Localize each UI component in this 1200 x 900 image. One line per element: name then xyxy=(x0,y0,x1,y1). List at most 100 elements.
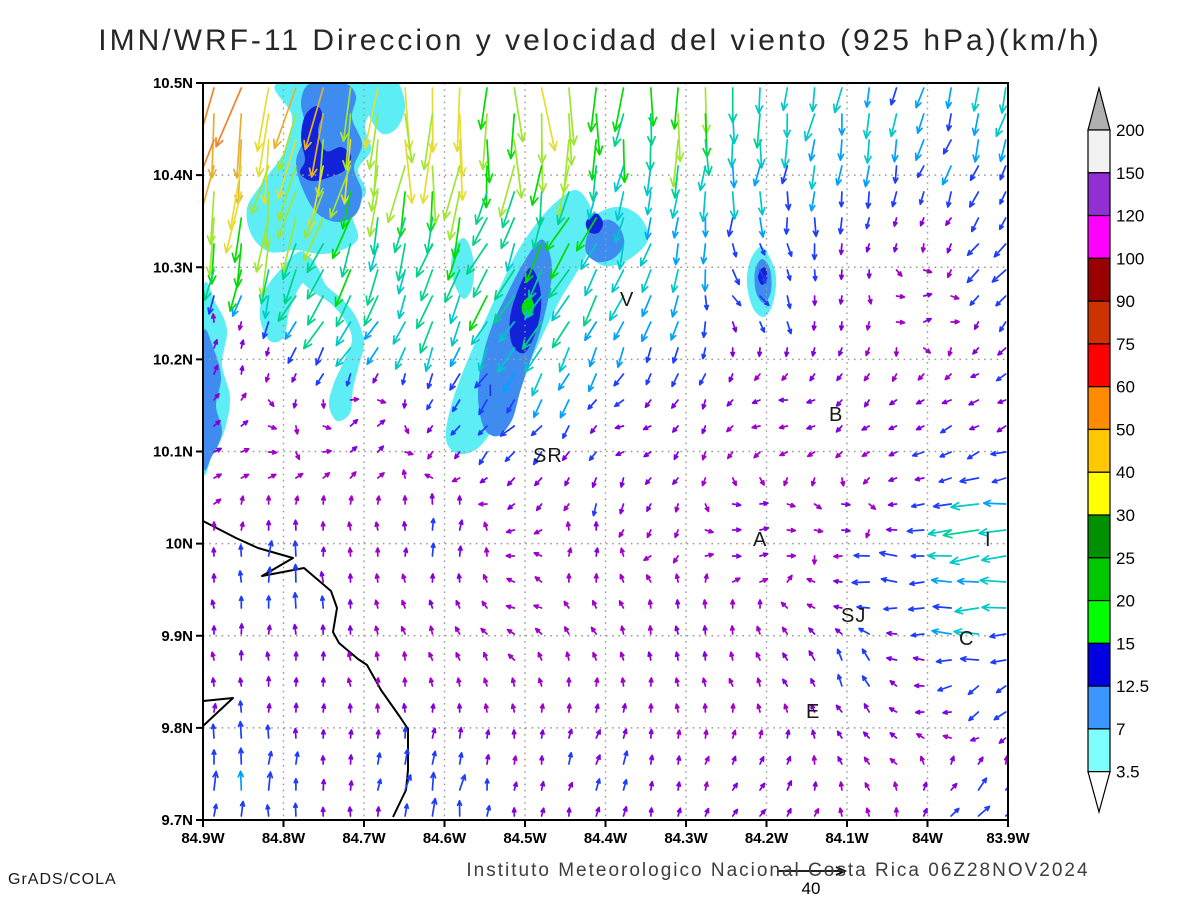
wind-arrow xyxy=(671,425,679,433)
wind-arrow xyxy=(914,139,925,161)
wind-arrow xyxy=(340,87,352,143)
wind-arrow xyxy=(415,243,434,278)
wind-arrow xyxy=(811,729,817,739)
colorbar-box xyxy=(1087,471,1111,516)
wind-arrow xyxy=(697,165,707,192)
wind-arrow xyxy=(568,781,574,791)
wind-arrow xyxy=(968,399,980,406)
wind-arrow xyxy=(376,778,383,791)
wind-arrow xyxy=(512,755,518,765)
wind-arrow xyxy=(465,243,488,276)
wind-arrow xyxy=(861,675,871,687)
wind-arrow xyxy=(240,420,249,427)
wind-arrow xyxy=(431,727,437,739)
wind-arrow xyxy=(455,651,461,661)
colorbar-label: 20 xyxy=(1116,592,1135,611)
wind-arrow xyxy=(267,540,274,557)
wind-arrow xyxy=(945,191,952,208)
wind-arrow xyxy=(240,473,250,479)
wind-arrow xyxy=(808,165,817,190)
wind-arrow xyxy=(835,704,843,713)
wind-arrow xyxy=(970,217,980,233)
shade-nw-arm-left xyxy=(259,251,312,343)
wind-arrow xyxy=(320,495,327,505)
wind-arrow xyxy=(306,243,325,274)
wind-arrow xyxy=(785,191,792,211)
colorbar: 200 150 120 100 90 75 60 50 40 30 25 20 15 12.5 7 3.5 xyxy=(1087,85,1149,815)
wind-arrow xyxy=(887,501,898,508)
wind-arrow xyxy=(752,165,761,187)
wind-arrow xyxy=(534,627,543,635)
station-labels: V SR I B A SJ C I E xyxy=(488,289,991,723)
wind-arrow xyxy=(239,495,245,505)
wind-arrow xyxy=(477,87,488,130)
wind-arrow xyxy=(806,451,816,458)
wind-arrow xyxy=(782,652,789,661)
wind-arrow xyxy=(835,425,843,433)
colorbar-label: 12.5 xyxy=(1116,677,1149,696)
wind-arrow xyxy=(969,736,980,742)
wind-arrow xyxy=(528,269,543,301)
station-label-SR: SR xyxy=(533,445,563,467)
wind-arrow xyxy=(726,217,734,238)
wind-arrow xyxy=(292,623,298,635)
wind-arrow xyxy=(500,191,516,229)
wind-arrow xyxy=(320,729,326,739)
wind-arrow xyxy=(366,347,379,366)
wind-arrow xyxy=(293,777,299,791)
wind-arrow xyxy=(865,529,871,539)
wind-arrow xyxy=(806,577,816,583)
wind-arrow xyxy=(888,425,898,431)
wind-arrow xyxy=(420,113,434,171)
wind-arrow xyxy=(444,269,461,303)
wind-arrow xyxy=(203,269,215,301)
wind-arrow xyxy=(442,165,461,221)
wind-arrow xyxy=(731,527,742,533)
wind-arrow xyxy=(728,373,734,383)
wind-arrow xyxy=(803,113,816,142)
wind-arrow xyxy=(614,191,625,222)
wind-arrow xyxy=(759,809,767,817)
wind-arrow xyxy=(922,781,928,791)
wind-arrow xyxy=(506,399,516,414)
wind-arrow xyxy=(454,626,461,635)
wind-arrow xyxy=(755,87,764,115)
chart-title: IMN/WRF-11 Direccion y velocidad del vie… xyxy=(98,24,1102,57)
wind-arrow xyxy=(676,755,682,765)
wind-arrow xyxy=(472,217,488,246)
wind-arrow xyxy=(895,269,903,277)
wind-arrow xyxy=(674,503,680,513)
colorbar-box xyxy=(1087,129,1111,174)
wind-arrow xyxy=(786,295,792,310)
wind-arrow xyxy=(759,321,766,333)
wind-arrow xyxy=(320,546,327,557)
wind-arrow xyxy=(919,217,925,227)
wind-arrow xyxy=(481,600,488,609)
wind-arrow xyxy=(759,577,769,583)
wind-arrow xyxy=(704,503,710,513)
wind-arrow xyxy=(238,700,244,713)
wind-arrow xyxy=(915,425,925,431)
wind-arrow xyxy=(237,321,243,331)
wind-arrow xyxy=(676,729,682,739)
wind-arrow xyxy=(265,651,271,661)
y-tick-label: 10N xyxy=(165,536,193,553)
wind-arrow xyxy=(430,517,436,531)
wind-arrow xyxy=(239,339,245,349)
wind-arrow xyxy=(641,295,652,318)
wind-arrow xyxy=(867,295,873,305)
wind-arrow xyxy=(970,373,980,379)
wind-arrow xyxy=(368,243,379,273)
wind-arrow xyxy=(345,373,352,387)
wind-arrow xyxy=(756,139,766,169)
wind-arrow xyxy=(647,599,653,609)
wind-arrow xyxy=(940,425,952,434)
wind-arrow xyxy=(619,651,625,661)
wind-arrow xyxy=(916,733,925,739)
wind-arrow xyxy=(404,748,410,765)
wind-arrow xyxy=(266,566,273,583)
wind-arrow xyxy=(786,502,796,508)
colorbar-box xyxy=(1087,557,1111,602)
wind-arrow xyxy=(618,529,625,538)
